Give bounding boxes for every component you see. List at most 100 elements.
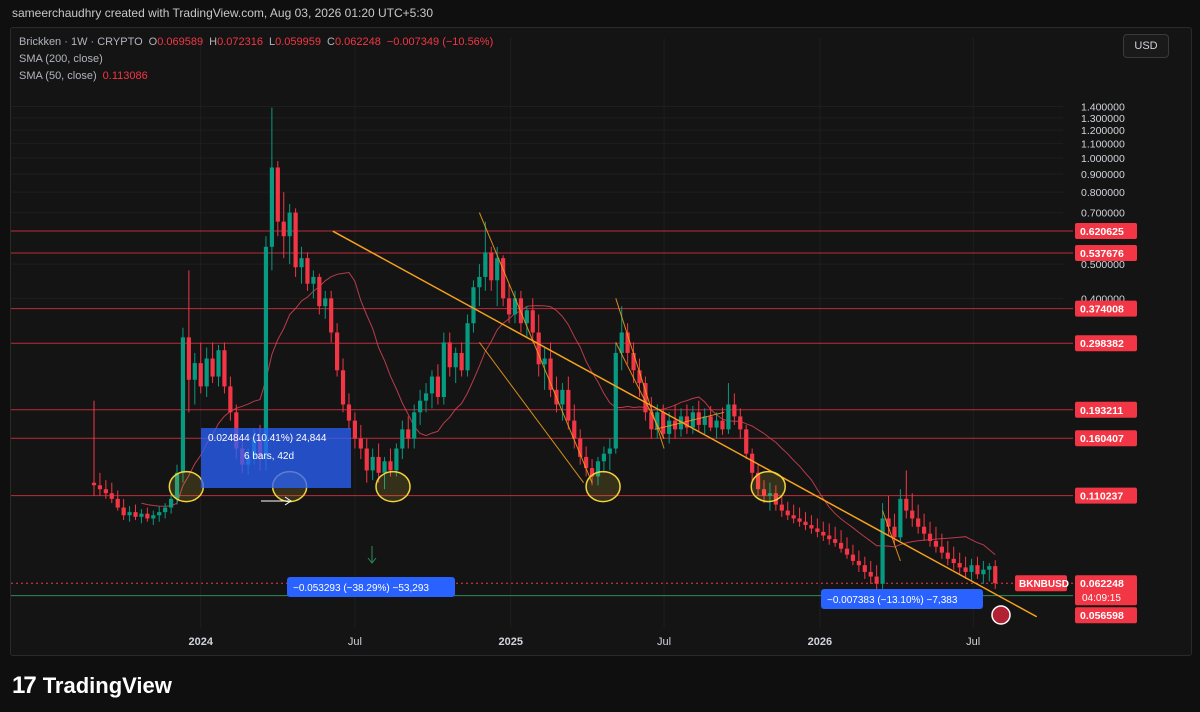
wedge-trendline [615, 298, 665, 449]
candle-body [382, 461, 387, 473]
candle-body [406, 429, 411, 439]
x-tick-label: Jul [657, 636, 671, 648]
measure-box-bg [821, 589, 983, 609]
last-price-text: 0.062248 [1080, 578, 1124, 590]
candle-body [821, 531, 826, 536]
candle-body [785, 510, 790, 516]
candle-body [963, 567, 968, 572]
candle-body [732, 404, 737, 417]
candle-body [477, 276, 482, 288]
candle-body [216, 350, 221, 377]
candle-body [939, 546, 944, 553]
x-tick-label: 2024 [188, 636, 213, 648]
measure-box-1: 0.024844 (10.41%) 24,844 6 bars, 42d [201, 428, 351, 488]
candle-body [667, 420, 672, 434]
low-price-text: 0.056598 [1080, 610, 1124, 622]
price-chart[interactable]: 0.024844 (10.41%) 24,844 6 bars, 42d −0.05… [11, 28, 1191, 655]
candle-body [607, 448, 612, 454]
candle-body [198, 363, 203, 387]
candle-body [595, 461, 601, 477]
candle-body [489, 252, 494, 281]
measure-box-text: −0.007383 (−13.10%) −7,383 [827, 595, 958, 606]
candle-body [287, 212, 292, 237]
candle-body [643, 383, 648, 413]
candle-body [589, 468, 595, 477]
countdown-text: 04:09:15 [1082, 593, 1121, 604]
candle-body [969, 565, 974, 572]
candle-body [649, 412, 654, 430]
high-label: H [209, 36, 218, 48]
candle-body [844, 548, 850, 555]
candle-body [501, 258, 506, 299]
wedge-trendline [654, 411, 725, 430]
measure-box-bg [201, 428, 351, 488]
wedge-trendline [882, 510, 901, 562]
chart-area[interactable]: 0.024844 (10.41%) 24,844 6 bars, 42d −0.05… [10, 27, 1192, 656]
candle-body [910, 510, 915, 519]
sma200-label[interactable]: SMA (200, close) [19, 53, 103, 65]
candle-body [601, 453, 607, 462]
candle-body [833, 539, 838, 543]
level-price-tag: 0.374008 [1075, 300, 1137, 317]
candle-body [329, 298, 334, 333]
candle-body [91, 482, 97, 486]
candle-body [512, 298, 518, 315]
high-value: 0.072316 [217, 36, 263, 48]
close-value: 0.062248 [334, 36, 381, 48]
symbol-tag-bg [1015, 575, 1067, 592]
candle-body [868, 571, 873, 577]
candle-body [471, 287, 476, 324]
candle-body [157, 512, 162, 516]
candle-body [684, 416, 690, 428]
measure-arrow-head [284, 496, 292, 506]
measure-box-text: 0.024844 (10.41%) 24,844 [208, 433, 327, 444]
candle-body [981, 569, 986, 575]
low-label: L [268, 36, 276, 48]
x-tick-label: 2026 [808, 636, 832, 648]
symbol-tag: BKNBUSD [1015, 575, 1069, 592]
open-value: 0.069589 [157, 36, 204, 48]
candle-body [987, 566, 992, 570]
candle-body [441, 342, 446, 397]
x-tick-label: Jul [966, 636, 980, 648]
candle-body [133, 512, 138, 517]
candle-body [779, 504, 784, 511]
candle-body [637, 370, 642, 384]
symbol-label[interactable]: Brickken · 1W · CRYPTO [19, 36, 143, 48]
candle-body [886, 518, 891, 527]
candle-body [655, 412, 660, 430]
level-price-tag-bg [1075, 487, 1137, 504]
candle-body [767, 493, 773, 497]
y-tick-label: 1.300000 [1081, 113, 1125, 125]
currency-button[interactable]: USD [1123, 34, 1169, 58]
level-price-tag-bg [1075, 335, 1137, 352]
candle-body [708, 416, 713, 428]
level-price-tag: 0.537676 [1075, 245, 1137, 262]
candle-body [898, 498, 903, 538]
candle-body [548, 358, 553, 390]
candle-body [269, 167, 274, 247]
low-price-tag: 0.056598 [1075, 607, 1137, 624]
candle-body [803, 521, 808, 526]
candle-body [518, 298, 524, 324]
candle-body [874, 576, 879, 584]
sma50-label[interactable]: SMA (50, close) [19, 70, 97, 82]
candle-body [418, 400, 423, 413]
candle-body [323, 298, 328, 307]
candle-body [305, 258, 310, 284]
tradingview-logo[interactable]: 17 TradingView [12, 672, 172, 700]
candle-body [613, 352, 618, 449]
candle-body [815, 528, 820, 532]
candle-body [744, 429, 749, 454]
candle-body [299, 258, 304, 268]
candle-body [856, 560, 861, 566]
tradingview-wordmark: TradingView [42, 673, 172, 698]
candle-body [542, 358, 547, 365]
candle-body [370, 456, 375, 471]
chart-legend: Brickken · 1W · CRYPTO O0.069589 H0.0723… [19, 34, 493, 85]
tradingview-mark-icon: 17 [12, 672, 37, 699]
y-tick-label: 1.200000 [1081, 125, 1125, 137]
level-price-tag-text: 0.160407 [1080, 433, 1124, 445]
level-price-tag: 0.193211 [1075, 401, 1137, 418]
candle-body [163, 507, 168, 513]
